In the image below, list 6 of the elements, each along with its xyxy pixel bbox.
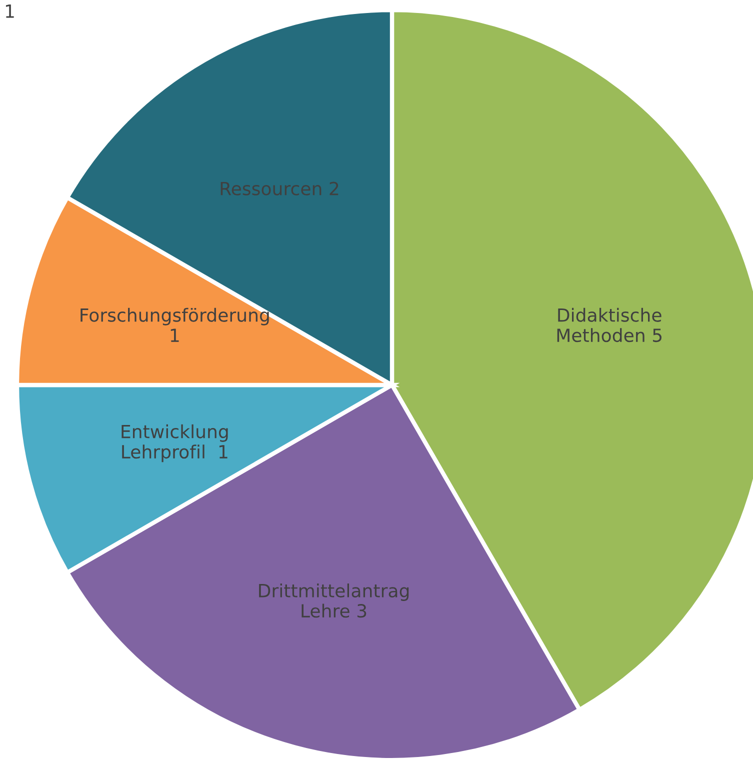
slice-label: Drittmittelantrag Lehre 3 <box>259 583 409 618</box>
slice-label: Entwicklung Lehrprofil 1 <box>122 424 228 462</box>
slice-label: Ressourcen 2 <box>220 182 338 196</box>
text: 1 <box>6 4 14 18</box>
slice-label: Didaktische Methoden 5 <box>557 308 662 342</box>
slice-label: Forschungsförderung 1 <box>80 308 269 342</box>
